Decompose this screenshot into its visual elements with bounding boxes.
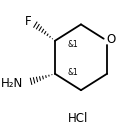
Text: &1: &1 xyxy=(68,68,79,76)
Text: F: F xyxy=(24,15,31,28)
Text: O: O xyxy=(106,33,116,46)
Text: &1: &1 xyxy=(68,40,79,49)
Text: HCl: HCl xyxy=(67,112,88,125)
Text: H₂N: H₂N xyxy=(1,77,23,90)
